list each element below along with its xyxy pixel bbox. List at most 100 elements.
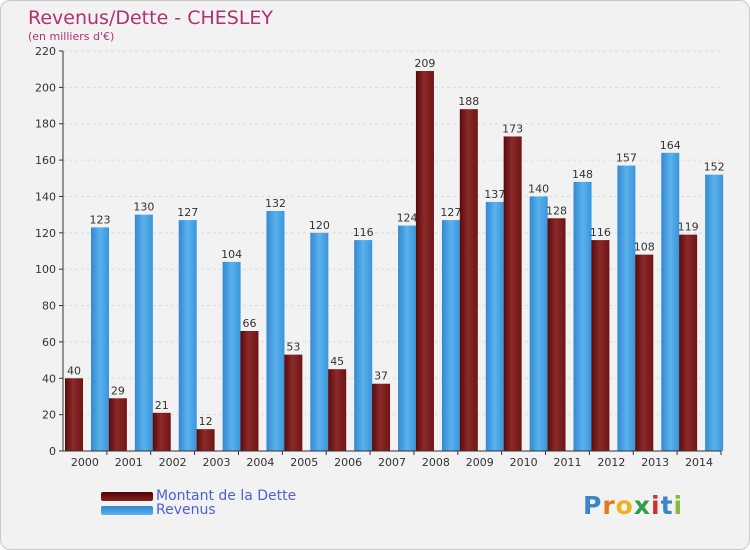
bar-debt bbox=[415, 71, 434, 451]
bar-debt bbox=[65, 378, 83, 451]
bar-revenue bbox=[310, 232, 329, 451]
y-tick-label: 20 bbox=[42, 409, 56, 422]
x-tick-label: 2014 bbox=[685, 456, 713, 469]
data-label-debt: 119 bbox=[678, 221, 699, 234]
logo-letter: i bbox=[673, 491, 684, 520]
x-tick-label: 2011 bbox=[553, 456, 581, 469]
data-label-debt: 116 bbox=[590, 226, 611, 239]
bar-revenue bbox=[573, 181, 592, 451]
bar-debt bbox=[459, 109, 478, 451]
data-label-debt: 29 bbox=[111, 384, 125, 397]
bar-revenue bbox=[266, 211, 285, 451]
x-tick-label: 2008 bbox=[422, 456, 450, 469]
bar-revenue bbox=[529, 196, 548, 451]
data-label-debt: 66 bbox=[242, 317, 256, 330]
data-label-revenue: 137 bbox=[484, 188, 505, 201]
data-label-revenue: 116 bbox=[353, 226, 374, 239]
bar-revenue bbox=[705, 174, 724, 452]
chart-subtitle: (en milliers d'€) bbox=[28, 30, 115, 43]
x-tick-label: 2009 bbox=[466, 456, 494, 469]
data-label-debt: 45 bbox=[330, 355, 344, 368]
logo-letter: t bbox=[660, 491, 674, 520]
x-tick-label: 2010 bbox=[510, 456, 538, 469]
bar-revenue bbox=[91, 227, 109, 451]
legend-item-revenue: Revenus bbox=[101, 502, 331, 518]
data-label-revenue: 132 bbox=[265, 197, 286, 210]
y-tick-label: 100 bbox=[35, 263, 56, 276]
data-label-revenue: 127 bbox=[440, 206, 461, 219]
data-label-debt: 188 bbox=[458, 95, 479, 108]
x-tick-label: 2001 bbox=[115, 456, 143, 469]
legend-swatch-revenue bbox=[101, 506, 153, 515]
y-tick-label: 0 bbox=[49, 445, 56, 458]
data-label-debt: 12 bbox=[199, 415, 213, 428]
data-label-debt: 37 bbox=[374, 370, 388, 383]
bar-debt bbox=[591, 240, 610, 451]
legend-item-debt: Montant de la Dette bbox=[101, 488, 331, 504]
bar-revenue bbox=[485, 201, 504, 451]
data-label-revenue: 130 bbox=[133, 201, 154, 214]
bar-debt bbox=[547, 218, 566, 451]
bar-revenue bbox=[617, 165, 636, 451]
y-tick-label: 220 bbox=[35, 45, 56, 58]
bar-revenue bbox=[398, 225, 417, 451]
data-label-debt: 209 bbox=[414, 57, 435, 70]
data-label-revenue: 124 bbox=[397, 212, 418, 225]
bar-revenue bbox=[661, 152, 680, 451]
chart-title: Revenus/Dette - CHESLEY bbox=[28, 7, 274, 29]
y-tick-label: 40 bbox=[42, 372, 56, 385]
x-tick-label: 2005 bbox=[290, 456, 318, 469]
data-label-revenue: 148 bbox=[572, 168, 593, 181]
x-tick-label: 2002 bbox=[159, 456, 187, 469]
data-label-revenue: 123 bbox=[90, 213, 111, 226]
y-tick-label: 60 bbox=[42, 336, 56, 349]
data-label-debt: 21 bbox=[155, 399, 169, 412]
logo-letter: i bbox=[651, 491, 661, 520]
bar-debt bbox=[196, 429, 215, 451]
data-label-revenue: 120 bbox=[309, 219, 330, 232]
data-label-revenue: 164 bbox=[660, 139, 681, 152]
logo-letter: r bbox=[602, 491, 616, 520]
bar-revenue bbox=[222, 261, 241, 451]
data-label-debt: 128 bbox=[546, 204, 567, 217]
x-tick-label: 2007 bbox=[378, 456, 406, 469]
bar-revenue bbox=[178, 220, 197, 451]
data-label-debt: 173 bbox=[502, 122, 523, 135]
y-tick-label: 200 bbox=[35, 81, 56, 94]
x-tick-label: 2004 bbox=[246, 456, 274, 469]
bar-revenue bbox=[354, 240, 373, 451]
data-label-revenue: 127 bbox=[177, 206, 198, 219]
bar-debt bbox=[328, 369, 347, 451]
data-label-debt: 53 bbox=[286, 341, 300, 354]
bar-revenue bbox=[441, 220, 460, 451]
y-tick-label: 80 bbox=[42, 300, 56, 313]
y-tick-label: 180 bbox=[35, 118, 56, 131]
data-label-revenue: 104 bbox=[221, 248, 242, 261]
data-label-debt: 40 bbox=[67, 364, 81, 377]
legend-label-revenue: Revenus bbox=[156, 502, 216, 518]
x-tick-label: 2013 bbox=[641, 456, 669, 469]
bar-debt bbox=[503, 136, 522, 452]
bar-revenue bbox=[134, 214, 153, 451]
x-tick-label: 2012 bbox=[597, 456, 625, 469]
logo-letter: o bbox=[615, 491, 634, 520]
y-tick-label: 120 bbox=[35, 227, 56, 240]
x-tick-label: 2000 bbox=[71, 456, 99, 469]
data-label-revenue: 140 bbox=[528, 182, 549, 195]
y-tick-label: 160 bbox=[35, 154, 56, 167]
bar-debt bbox=[152, 412, 171, 451]
bar-debt bbox=[679, 234, 698, 451]
proxiti-logo: Proxiti bbox=[583, 491, 683, 520]
bar-debt bbox=[284, 354, 303, 451]
data-label-revenue: 157 bbox=[616, 152, 637, 165]
legend-swatch-debt bbox=[101, 492, 153, 501]
bar-debt bbox=[372, 383, 391, 451]
data-label-debt: 108 bbox=[634, 241, 655, 254]
legend-label-debt: Montant de la Dette bbox=[156, 488, 297, 504]
bar-debt bbox=[240, 331, 259, 451]
logo-letter: x bbox=[633, 491, 651, 520]
bar-debt bbox=[635, 254, 654, 451]
x-tick-label: 2003 bbox=[203, 456, 231, 469]
